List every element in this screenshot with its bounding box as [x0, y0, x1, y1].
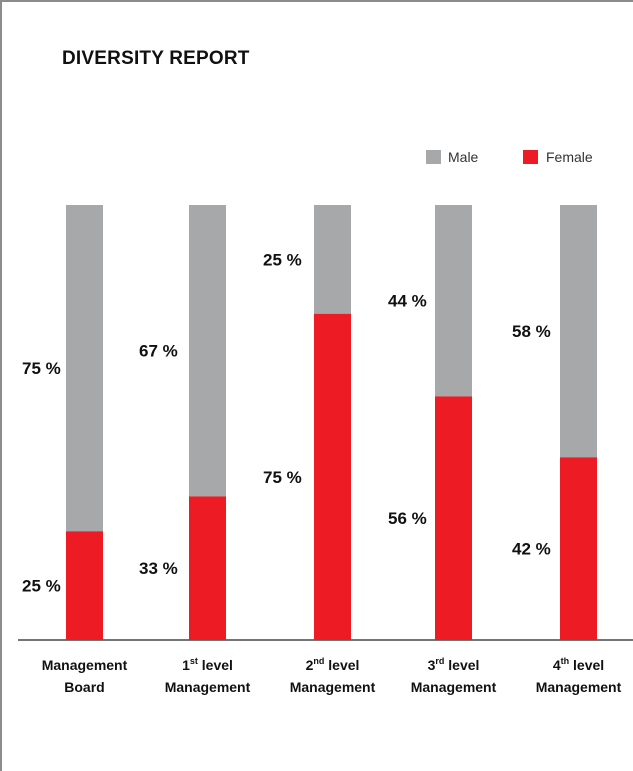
- label-male-5: 58 %: [512, 322, 551, 341]
- label-female-2: 33 %: [139, 559, 178, 578]
- category-label-2-line2: Management: [165, 679, 251, 695]
- label-female-4: 56 %: [388, 509, 427, 528]
- bar-male-4: [435, 205, 472, 397]
- bar-female-5: [560, 457, 597, 640]
- bar-male-1: [66, 205, 103, 532]
- legend: Male Female: [426, 149, 593, 165]
- bar-male-5: [560, 205, 597, 458]
- bar-female-2: [189, 496, 226, 640]
- legend-label-male: Male: [448, 149, 479, 165]
- bar-male-2: [189, 205, 226, 497]
- category-label-4: 3rd level Management: [411, 656, 497, 695]
- bar-female-4: [435, 396, 472, 640]
- bar-female-1: [66, 531, 103, 640]
- category-label-1-line2: Board: [64, 679, 104, 695]
- label-female-3: 75 %: [263, 468, 302, 487]
- label-female-5: 42 %: [512, 540, 551, 559]
- legend-swatch-female: [523, 150, 538, 164]
- category-label-2: 1st level Management: [165, 656, 251, 695]
- bars-group: [66, 205, 597, 640]
- category-label-4-line2: Management: [411, 679, 497, 695]
- legend-label-female: Female: [546, 149, 593, 165]
- label-male-3: 25 %: [263, 250, 302, 269]
- label-male-1: 75 %: [22, 359, 61, 378]
- category-label-3: 2nd level Management: [290, 656, 376, 695]
- bar-female-3: [314, 313, 351, 640]
- report-title: DIVERSITY REPORT: [62, 48, 250, 69]
- label-female-1: 25 %: [22, 577, 61, 596]
- bar-male-3: [314, 205, 351, 314]
- label-male-2: 67 %: [139, 342, 178, 361]
- category-label-5-line2: Management: [536, 679, 622, 695]
- category-label-5-line1: 4th level: [553, 656, 604, 673]
- category-label-2-line1: 1st level: [182, 656, 233, 673]
- category-label-1: Management Board: [42, 657, 128, 695]
- category-label-3-line2: Management: [290, 679, 376, 695]
- category-label-3-line1: 2nd level: [306, 656, 360, 673]
- category-label-5: 4th level Management: [536, 656, 622, 695]
- category-label-1-line1: Management: [42, 657, 128, 673]
- label-male-4: 44 %: [388, 292, 427, 311]
- value-labels-group: 75 % 25 % 67 % 33 % 25 % 75 % 44 % 56 % 58 % 42 %: [22, 250, 551, 595]
- legend-swatch-male: [426, 150, 441, 164]
- category-label-4-line1: 3rd level: [428, 656, 480, 673]
